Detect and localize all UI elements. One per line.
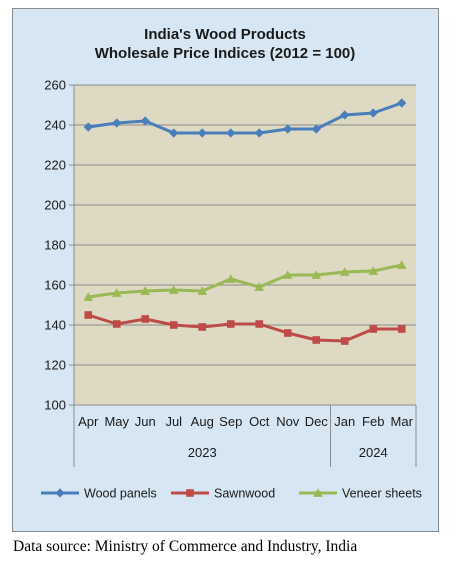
y-tick-label: 100 [44, 398, 66, 413]
x-tick-label: Jan [334, 414, 355, 429]
data-point-veneer-sheets [140, 286, 151, 295]
data-point-sawnwood [198, 323, 207, 331]
data-point-wood-panels [340, 110, 350, 120]
data-point-wood-panels [83, 122, 93, 132]
legend-label-veneer-sheets: Veneer sheets [342, 487, 422, 501]
chart-title-line: India's Wood Products [144, 26, 306, 43]
data-point-wood-panels [197, 128, 207, 138]
x-tick-label: Jun [135, 414, 156, 429]
data-point-sawnwood [255, 320, 264, 328]
data-point-sawnwood [312, 336, 321, 344]
data-point-veneer-sheets [197, 286, 208, 295]
y-tick-label: 140 [44, 318, 66, 333]
data-point-wood-panels [283, 124, 293, 134]
data-point-sawnwood [340, 337, 349, 345]
data-point-sawnwood [283, 329, 292, 337]
data-point-wood-panels [254, 128, 264, 138]
data-point-sawnwood [226, 320, 235, 328]
y-tick-label: 160 [44, 278, 66, 293]
legend-marker-sawnwood [186, 489, 194, 497]
data-point-wood-panels [368, 108, 378, 118]
data-point-sawnwood [141, 315, 150, 323]
data-point-veneer-sheets [282, 270, 293, 279]
year-group-label: 2023 [188, 445, 217, 460]
legend-marker-wood-panels [55, 488, 65, 498]
chart-svg: India's Wood Products Wholesale Price Ind… [41, 26, 422, 501]
x-tick-label: Oct [249, 414, 270, 429]
data-point-sawnwood [397, 325, 406, 333]
y-tick-label: 240 [44, 118, 66, 133]
data-point-wood-panels [140, 116, 150, 126]
x-tick-label: Feb [362, 414, 384, 429]
x-tick-label: Aug [191, 414, 214, 429]
data-point-veneer-sheets [111, 288, 122, 297]
y-tick-label: 180 [44, 238, 66, 253]
x-tick-label: Dec [305, 414, 329, 429]
year-group-label: 2024 [359, 445, 388, 460]
data-point-veneer-sheets [368, 266, 379, 275]
data-point-wood-panels [169, 128, 179, 138]
series-line-sawnwood [87, 313, 402, 343]
data-point-wood-panels [311, 124, 321, 134]
data-point-sawnwood [84, 311, 93, 319]
data-point-veneer-sheets [339, 267, 350, 276]
data-point-wood-panels [397, 98, 407, 108]
data-point-veneer-sheets [254, 282, 265, 291]
x-tick-label: Sep [219, 414, 242, 429]
x-tick-label: Mar [391, 414, 414, 429]
data-point-wood-panels [112, 118, 122, 128]
x-tick-label: Nov [276, 414, 300, 429]
x-tick-label: May [104, 414, 129, 429]
legend-label-wood-panels: Wood panels [84, 487, 157, 501]
legend-label-sawnwood: Sawnwood [214, 487, 275, 501]
y-tick-label: 200 [44, 198, 66, 213]
y-tick-label: 120 [44, 358, 66, 373]
chart-title-line: Wholesale Price Indices (2012 = 100) [95, 45, 356, 62]
x-tick-label: Apr [78, 414, 99, 429]
series-line-wood-panels [88, 101, 403, 135]
series-line-veneer-sheets [88, 263, 403, 299]
data-point-veneer-sheets [168, 285, 179, 294]
chart-frame: India's Wood Products Wholesale Price Ind… [12, 8, 439, 532]
source-note: Data source: Ministry of Commerce and In… [13, 538, 358, 555]
data-point-veneer-sheets [311, 270, 322, 279]
data-point-sawnwood [112, 320, 121, 328]
data-point-sawnwood [169, 321, 178, 329]
y-tick-label: 220 [44, 158, 66, 173]
data-point-veneer-sheets [83, 292, 94, 301]
data-point-veneer-sheets [225, 274, 236, 283]
data-point-wood-panels [226, 128, 236, 138]
data-point-sawnwood [369, 325, 378, 333]
legend-marker-veneer-sheets [313, 488, 323, 497]
x-tick-label: Jul [165, 414, 182, 429]
y-tick-label: 260 [44, 78, 66, 93]
data-point-veneer-sheets [396, 260, 407, 269]
